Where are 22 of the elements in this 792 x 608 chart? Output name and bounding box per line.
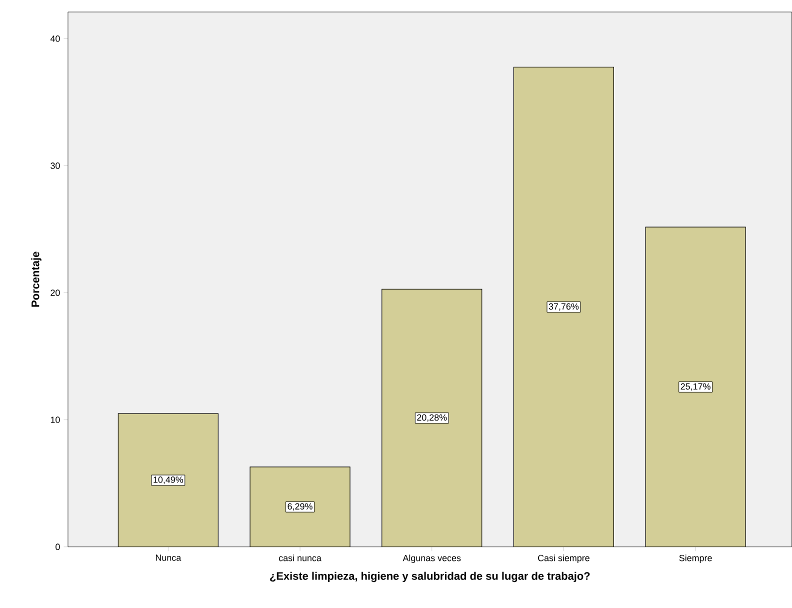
data-label: 20,28% <box>417 414 447 422</box>
y-tick-label: 40 <box>50 36 60 42</box>
data-label: 25,17% <box>680 383 710 391</box>
data-label: 37,76% <box>548 303 579 311</box>
data-label: 6,29% <box>288 503 312 511</box>
x-tick-label: Nunca <box>156 554 182 561</box>
data-label: 10,49% <box>154 476 184 484</box>
bar <box>513 66 614 547</box>
x-tick-label: Algunas veces <box>402 554 461 564</box>
y-tick-label: 0 <box>56 544 60 550</box>
y-tick-label: 10 <box>50 416 60 424</box>
bar <box>645 226 746 547</box>
y-tick-label: 20 <box>50 290 60 296</box>
bar <box>250 466 350 547</box>
bar <box>382 289 482 547</box>
x-tick-label: casi nunca <box>278 554 322 562</box>
bar <box>118 413 218 547</box>
y-tick-label: 30 <box>50 162 60 169</box>
x-axis-title: ¿Existe limpieza, higiene y salubridad de su lugar de trabajo? <box>270 572 590 582</box>
y-axis-title: Porcentaje <box>31 252 42 307</box>
x-tick-label: Casi siempre <box>538 554 590 564</box>
x-tick-label: Siempre <box>679 554 712 564</box>
